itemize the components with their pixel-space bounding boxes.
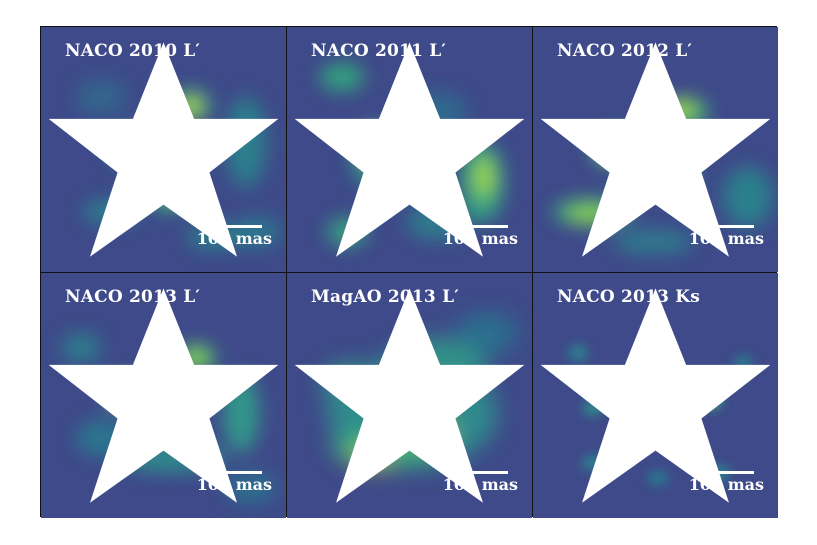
panel-naco-2013-lp: NACO 2013 L′ 100 mas — [41, 273, 286, 518]
star-icon — [294, 42, 525, 257]
divider — [286, 27, 287, 516]
star-icon — [48, 42, 279, 257]
panel-naco-2013-ks: NACO 2013 Ks 100 mas — [533, 273, 778, 518]
scale-label: 100 mas — [442, 475, 518, 494]
panel-title: NACO 2013 Ks — [557, 287, 700, 307]
panel-magao-2013-lp: MagAO 2013 L′ 100 mas — [287, 273, 532, 518]
panel-title: MagAO 2013 L′ — [311, 287, 459, 307]
scale-label: 100 mas — [688, 475, 764, 494]
scale-bar — [210, 471, 262, 474]
divider — [41, 272, 776, 273]
scale-bar — [456, 225, 508, 228]
scale-label: 100 mas — [196, 475, 272, 494]
panel-naco-2010-lp: NACO 2010 L′ 100 mas — [41, 27, 286, 272]
image-grid: NACO 2010 L′ 100 mas NACO 2011 L′ — [40, 26, 778, 518]
scale-bar — [702, 471, 754, 474]
scale-label: 100 mas — [196, 229, 272, 248]
divider — [532, 27, 533, 516]
star-icon — [540, 42, 771, 257]
scale-bar — [702, 225, 754, 228]
scale-label: 100 mas — [442, 229, 518, 248]
scale-bar — [456, 471, 508, 474]
panel-naco-2011-lp: NACO 2011 L′ 100 mas — [287, 27, 532, 272]
star-icon — [48, 288, 279, 503]
panel-naco-2012-lp: NACO 2012 L′ 100 mas — [533, 27, 778, 272]
scale-bar — [210, 225, 262, 228]
scale-label: 100 mas — [688, 229, 764, 248]
star-icon — [540, 288, 771, 503]
star-icon — [294, 288, 525, 503]
